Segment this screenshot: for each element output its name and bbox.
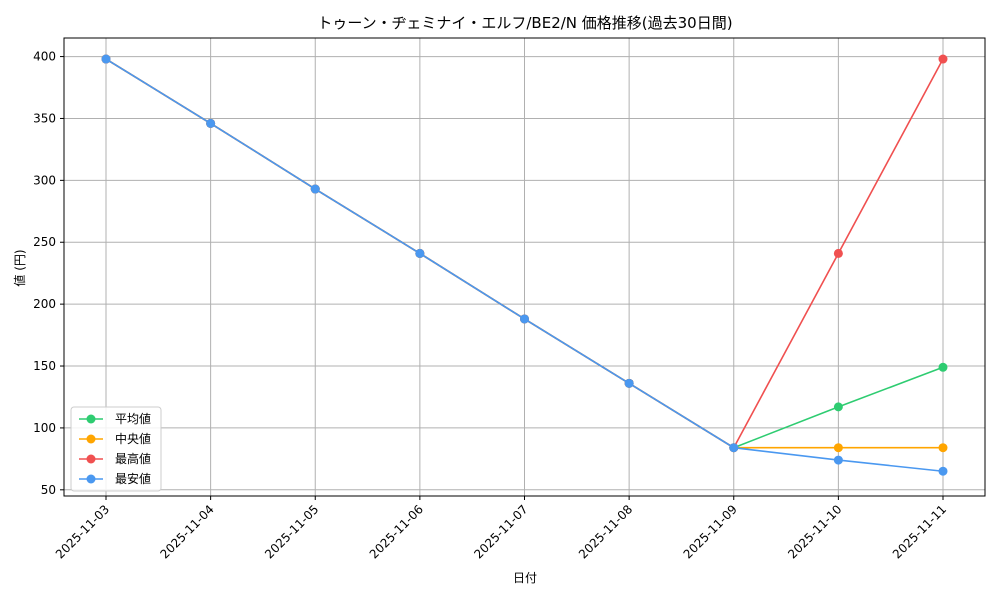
data-point	[833, 402, 843, 412]
data-point	[938, 443, 948, 453]
legend-marker	[86, 414, 96, 424]
x-axis: 2025-11-03 2025-11-04 2025-11-05 2025-11-06…	[53, 496, 949, 561]
data-point	[206, 118, 216, 128]
y-tick-label: 400	[33, 50, 56, 64]
data-point	[833, 443, 843, 453]
chart-title: トゥーン・ヂェミナイ・エルフ/BE2/N 価格推移(過去30日間)	[317, 14, 732, 32]
y-axis-label: 値 (円)	[12, 249, 27, 286]
x-tick-label: 2025-11-06	[367, 502, 426, 561]
data-point	[520, 314, 529, 324]
legend-item: 最高値	[79, 451, 151, 466]
grid	[64, 38, 985, 496]
data-point	[938, 54, 948, 64]
data-point	[415, 248, 425, 258]
data-point	[310, 184, 320, 194]
data-point	[938, 466, 948, 476]
x-tick-label: 2025-11-09	[681, 502, 740, 561]
y-tick-label: 300	[33, 173, 56, 187]
x-tick-label: 2025-11-05	[262, 502, 321, 561]
y-axis: 50 100 150 200 250 300 350 400	[33, 50, 64, 497]
x-tick-label: 2025-11-03	[53, 502, 112, 561]
x-axis-label: 日付	[513, 571, 537, 585]
data-point	[938, 362, 948, 372]
data-point	[101, 54, 111, 64]
data-point	[729, 443, 739, 453]
legend-label: 平均値	[115, 411, 151, 426]
data-point	[624, 378, 634, 388]
y-tick-label: 200	[33, 297, 56, 311]
legend-marker	[86, 474, 96, 484]
legend-label: 最安値	[115, 471, 151, 486]
y-tick-label: 50	[41, 483, 56, 497]
series-4	[101, 54, 948, 476]
legend-item: 最安値	[79, 471, 151, 486]
x-tick-label: 2025-11-07	[471, 502, 530, 561]
data-point	[833, 455, 843, 465]
legend-label: 中央値	[115, 431, 151, 446]
x-tick-label: 2025-11-04	[158, 502, 217, 561]
data-point	[833, 248, 843, 258]
legend-marker	[86, 434, 96, 444]
y-tick-label: 100	[33, 421, 56, 435]
series-group	[101, 54, 948, 476]
y-tick-label: 350	[33, 111, 56, 125]
legend-item: 平均値	[79, 411, 151, 426]
y-tick-label: 250	[33, 235, 56, 249]
x-tick-label: 2025-11-11	[890, 502, 949, 561]
y-tick-label: 150	[33, 359, 56, 373]
legend-marker	[86, 454, 96, 464]
legend-label: 最高値	[115, 451, 151, 466]
legend-item: 中央値	[79, 431, 151, 446]
legend-box	[70, 406, 162, 492]
x-tick-label: 2025-11-10	[785, 502, 844, 561]
x-tick-label: 2025-11-08	[576, 502, 635, 561]
